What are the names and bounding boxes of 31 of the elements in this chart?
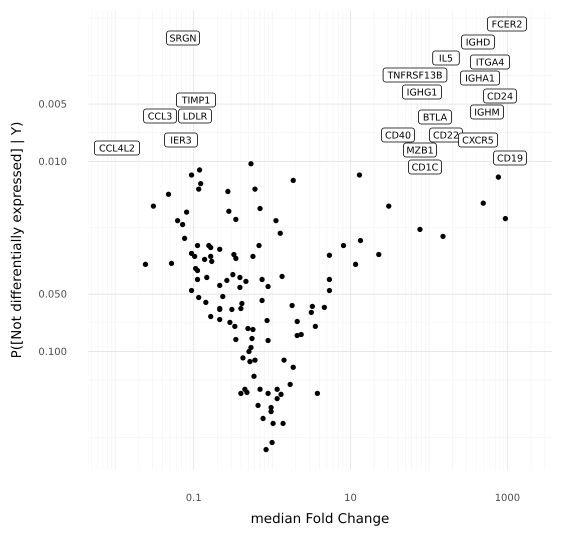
y-tick-label: 0.050 — [38, 290, 67, 301]
annotation: CXCR5 — [462, 136, 494, 146]
annotation: TIMP1 — [180, 96, 210, 106]
x-tick-label: 1000 — [494, 493, 520, 504]
y-tick-label: 0.005 — [38, 100, 67, 111]
annotation: IGHG1 — [406, 88, 438, 98]
annotation: SRGN — [169, 34, 197, 44]
x-axis-title: median Fold Change — [250, 511, 390, 527]
annotation: CCL4L2 — [99, 144, 135, 154]
annotation: IL5 — [438, 54, 454, 64]
annotation: IGHD — [466, 38, 490, 48]
annotation: TNFRSF13B — [386, 70, 443, 82]
annotation: CD40 — [384, 130, 412, 142]
annotation: IER3 — [170, 136, 192, 146]
annotation: CD19 — [496, 154, 524, 164]
annotation: CD1C — [412, 162, 439, 174]
annotation: ITGA4 — [476, 58, 504, 68]
annotation: CD22 — [432, 130, 460, 142]
annotation: CD24 — [486, 92, 514, 102]
annotation: LDLR — [182, 112, 208, 122]
x-tick-label: 0.1 — [186, 493, 202, 504]
annotation: FCER2 — [492, 20, 522, 30]
x-tick-label: 10 — [344, 493, 357, 504]
y-tick-label: 0.010 — [38, 156, 67, 168]
annotation: MZB1 — [406, 146, 434, 156]
annotation: IGHA1 — [465, 74, 495, 84]
annotation: IGHM — [474, 108, 500, 118]
annotation: CCL3 — [148, 112, 172, 122]
annotation: BTLA — [422, 112, 448, 124]
y-axis-title: P([Not differentially expressed] | Y) — [9, 122, 25, 358]
y-tick-label: 0.100 — [38, 346, 67, 358]
